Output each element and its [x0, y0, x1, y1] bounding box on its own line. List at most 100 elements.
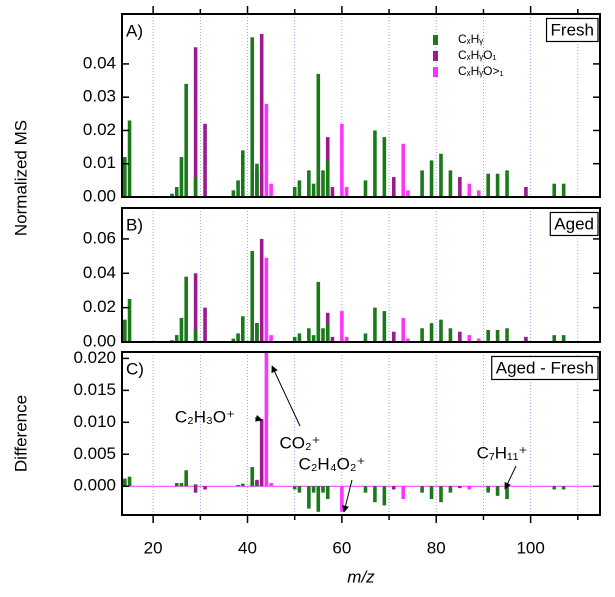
- legend-swatch: [433, 35, 438, 45]
- bar: [382, 311, 387, 342]
- bar: [325, 160, 330, 197]
- bar: [259, 419, 264, 487]
- bar: [264, 257, 269, 342]
- bar: [429, 323, 434, 342]
- bar: [316, 73, 321, 197]
- bar: [420, 170, 424, 197]
- bar: [174, 483, 179, 487]
- bar: [269, 183, 273, 197]
- bar: [127, 299, 132, 342]
- bar: [264, 352, 269, 487]
- bar: [321, 170, 325, 197]
- bar: [429, 160, 434, 197]
- y-tick-label: 0.03: [83, 87, 116, 106]
- bar: [179, 157, 184, 197]
- bar: [184, 470, 188, 487]
- bar: [231, 190, 236, 197]
- bar: [174, 335, 179, 342]
- bar: [184, 83, 188, 197]
- annotation-arrow: [271, 365, 301, 427]
- frame: [121, 207, 601, 343]
- annotation: C₂H₄O₂⁺: [299, 454, 366, 473]
- legend-label: CₓHᵧO₁: [458, 48, 497, 62]
- annotation-arrow: [504, 465, 517, 490]
- bar: [203, 486, 207, 490]
- bar: [458, 177, 462, 197]
- plot-area: [122, 208, 600, 342]
- bar: [552, 335, 557, 342]
- legend-label: CₓHᵧ: [458, 32, 483, 46]
- bar: [391, 486, 396, 490]
- y-tick-label: 0.00: [83, 186, 116, 205]
- bar: [292, 187, 297, 197]
- y-tick-label: 0.010: [73, 412, 116, 431]
- annotation: C₇H₁₁⁺: [477, 443, 528, 462]
- bar: [340, 123, 344, 197]
- bar: [429, 486, 434, 500]
- bar: [420, 486, 424, 493]
- bar: [439, 153, 443, 197]
- bar: [448, 328, 453, 342]
- bar: [495, 486, 500, 496]
- annotation: CO₂⁺: [279, 433, 320, 452]
- panel-label: Fresh: [551, 20, 594, 39]
- frame: [121, 351, 601, 516]
- annotation: C₂H₃O⁺: [175, 407, 235, 426]
- bar: [255, 163, 259, 197]
- y-tick-label: 0.015: [73, 380, 116, 399]
- bar: [552, 486, 557, 490]
- y-axis-label: Difference: [11, 395, 30, 472]
- bar: [292, 336, 297, 342]
- bar: [193, 177, 198, 197]
- bar: [240, 150, 245, 197]
- y-tick-label: 0.000: [73, 476, 116, 495]
- bar: [420, 328, 424, 342]
- bar: [311, 183, 316, 197]
- panel-label: Aged: [554, 214, 594, 233]
- x-tick-label: 60: [332, 538, 351, 557]
- bar: [179, 483, 184, 487]
- bar: [311, 335, 316, 342]
- bar: [127, 476, 132, 487]
- bar: [476, 338, 481, 342]
- legend-swatch: [433, 67, 438, 77]
- annotation-arrow: [342, 479, 353, 513]
- bar: [524, 336, 528, 342]
- bar: [495, 173, 500, 197]
- bar: [505, 486, 509, 500]
- bar: [240, 316, 245, 342]
- label-box: [491, 355, 599, 381]
- y-tick-label: 0.06: [83, 228, 116, 247]
- bar: [561, 486, 566, 490]
- bar: [184, 276, 188, 342]
- bar: [203, 123, 207, 197]
- bar: [316, 486, 321, 512]
- bar: [391, 331, 396, 342]
- bar: [401, 143, 406, 197]
- bar: [340, 311, 344, 342]
- bar: [340, 486, 344, 512]
- bar: [373, 307, 377, 342]
- bar: [458, 331, 462, 342]
- bar: [495, 329, 500, 342]
- x-tick-label: 40: [238, 538, 257, 557]
- bar: [316, 281, 321, 342]
- bar: [486, 329, 490, 342]
- x-tick-label: 20: [144, 538, 163, 557]
- bar: [439, 486, 443, 503]
- bar: [561, 335, 566, 342]
- bar: [193, 486, 198, 493]
- y-tick-label: 0.01: [83, 153, 116, 172]
- bar: [193, 47, 198, 197]
- legend-label: CₓHᵧO>₁: [458, 64, 504, 78]
- bar: [561, 183, 566, 197]
- bar: [250, 37, 255, 197]
- bar: [505, 328, 509, 342]
- bar: [297, 333, 302, 342]
- legend-swatch: [433, 51, 438, 61]
- bar: [325, 323, 330, 342]
- bar: [123, 478, 127, 487]
- bar: [255, 323, 259, 342]
- bar: [236, 484, 240, 487]
- label-box: [545, 17, 599, 43]
